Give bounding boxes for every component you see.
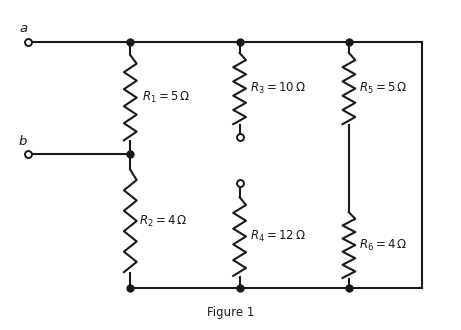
Text: $b$: $b$ — [18, 134, 28, 148]
Text: $a$: $a$ — [18, 22, 28, 35]
Text: $R_3 = 10\,\Omega$: $R_3 = 10\,\Omega$ — [249, 81, 305, 96]
Text: Figure 1: Figure 1 — [207, 306, 254, 319]
Text: $R_4 = 12\,\Omega$: $R_4 = 12\,\Omega$ — [249, 229, 305, 244]
Text: $R_2 = 4\,\Omega$: $R_2 = 4\,\Omega$ — [138, 214, 187, 228]
Text: $R_6 = 4\,\Omega$: $R_6 = 4\,\Omega$ — [359, 238, 407, 253]
Text: $R_5 = 5\,\Omega$: $R_5 = 5\,\Omega$ — [359, 81, 407, 96]
Text: $R_1 = 5\,\Omega$: $R_1 = 5\,\Omega$ — [142, 90, 190, 105]
